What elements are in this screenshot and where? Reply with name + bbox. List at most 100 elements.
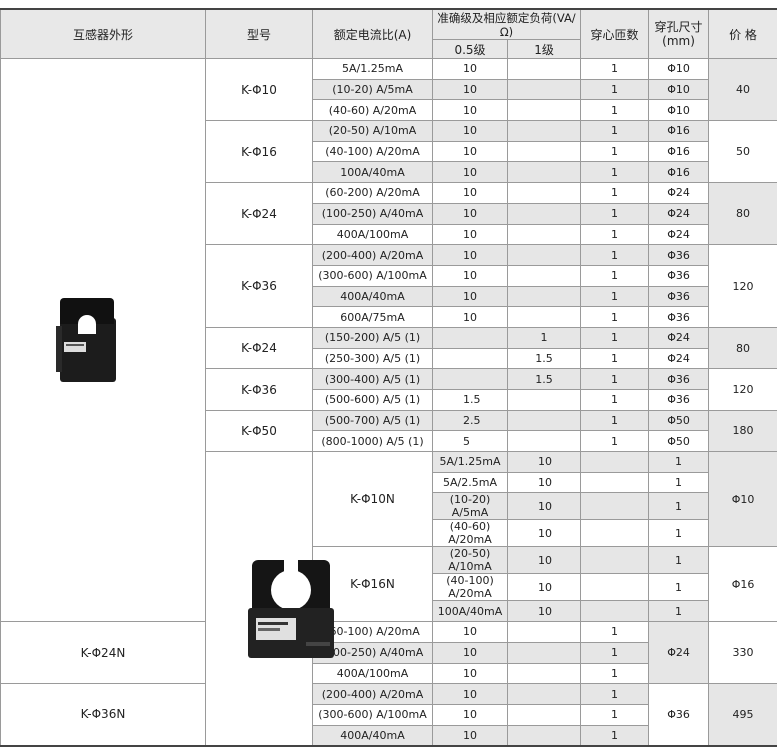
turns-cell: 1: [581, 663, 649, 684]
ratio-cell: (200-400) A/20mA: [313, 245, 433, 266]
class-05-cell: 10: [433, 622, 508, 643]
class-1-cell: 1: [508, 327, 581, 348]
class-1-cell: [508, 265, 581, 286]
turns-cell: 1: [581, 307, 649, 328]
class-1-cell: [508, 622, 581, 643]
ratio-cell: (40-100) A/20mA: [313, 141, 433, 162]
class-1-cell: [508, 224, 581, 245]
turns-cell: 1: [581, 245, 649, 266]
hole-cell: Φ10: [649, 100, 709, 121]
class-1-cell: [508, 431, 581, 452]
split-core-ct-n-image: [246, 556, 336, 664]
class-1-cell: [508, 704, 581, 725]
product-photo-cell-n: [206, 452, 313, 746]
class-1-cell: [508, 725, 581, 746]
hole-cell: Φ24: [649, 622, 709, 684]
header-class-1: 1级: [508, 40, 581, 59]
split-core-ct-image: [56, 296, 118, 384]
header-ratio: 额定电流比(A): [313, 9, 433, 59]
class-1-cell: [508, 307, 581, 328]
ratio-cell: (10-20) A/5mA: [433, 493, 508, 520]
price-cell: 495: [709, 684, 777, 746]
class-05-cell: 10: [433, 141, 508, 162]
class-05-cell: 10: [508, 472, 581, 493]
model-cell: K-Φ36: [206, 369, 313, 410]
hole-cell: Φ50: [649, 410, 709, 431]
class-1-cell: [508, 663, 581, 684]
header-price: 价 格: [709, 9, 777, 59]
turns-cell: 1: [649, 493, 709, 520]
ratio-cell: (300-600) A/100mA: [313, 704, 433, 725]
ratio-cell: (40-60) A/20mA: [433, 520, 508, 547]
class-05-cell: 10: [508, 601, 581, 622]
model-cell: K-Φ24N: [1, 622, 206, 684]
ratio-cell: 5A/2.5mA: [433, 472, 508, 493]
ratio-cell: 400A/40mA: [313, 286, 433, 307]
class-05-cell: 10: [433, 663, 508, 684]
model-cell: K-Φ16: [206, 121, 313, 183]
ratio-cell: (300-600) A/100mA: [313, 265, 433, 286]
hole-cell: Φ10: [649, 79, 709, 100]
turns-cell: 1: [581, 410, 649, 431]
turns-cell: 1: [581, 725, 649, 746]
turns-cell: 1: [649, 547, 709, 574]
class-1-cell: [581, 520, 649, 547]
class-1-cell: [508, 203, 581, 224]
hole-cell: Φ36: [649, 286, 709, 307]
turns-cell: 1: [649, 452, 709, 473]
class-1-cell: [508, 410, 581, 431]
hole-cell: Φ24: [649, 224, 709, 245]
ratio-cell: (20-50) A/10mA: [433, 547, 508, 574]
class-05-cell: 5: [433, 431, 508, 452]
ratio-cell: (10-20) A/5mA: [313, 79, 433, 100]
class-05-cell: 10: [433, 59, 508, 80]
hole-cell: Φ16: [709, 547, 777, 622]
class-05-cell: 2.5: [433, 410, 508, 431]
turns-cell: 1: [581, 622, 649, 643]
class-1-cell: [508, 390, 581, 411]
turns-cell: 1: [581, 224, 649, 245]
ratio-cell: (20-50) A/10mA: [313, 121, 433, 142]
hole-cell: Φ24: [649, 203, 709, 224]
class-05-cell: 10: [433, 100, 508, 121]
hole-cell: Φ24: [649, 327, 709, 348]
hole-cell: Φ36: [649, 390, 709, 411]
class-1-cell: [508, 642, 581, 663]
class-05-cell: 10: [433, 286, 508, 307]
product-photo-cell: [1, 59, 206, 622]
turns-cell: 1: [581, 348, 649, 369]
header-accuracy: 准确级及相应额定负荷(VA/Ω): [433, 9, 581, 40]
price-cell: 40: [709, 59, 777, 121]
class-1-cell: [508, 162, 581, 183]
turns-cell: 1: [581, 141, 649, 162]
class-05-cell: [433, 327, 508, 348]
turns-cell: 1: [581, 704, 649, 725]
class-05-cell: 10: [433, 203, 508, 224]
class-05-cell: 10: [433, 704, 508, 725]
class-1-cell: [581, 452, 649, 473]
turns-cell: 1: [581, 79, 649, 100]
class-1-cell: [581, 472, 649, 493]
hole-cell: Φ24: [649, 348, 709, 369]
turns-cell: 1: [581, 121, 649, 142]
spec-table: 互感器外形 型号 额定电流比(A) 准确级及相应额定负荷(VA/Ω) 穿心匝数 …: [0, 8, 777, 747]
class-1-cell: [508, 59, 581, 80]
hole-cell: Φ36: [649, 684, 709, 746]
ratio-cell: 100A/40mA: [313, 162, 433, 183]
class-05-cell: 10: [433, 162, 508, 183]
turns-cell: 1: [581, 327, 649, 348]
turns-cell: 1: [581, 59, 649, 80]
class-1-cell: [508, 245, 581, 266]
class-05-cell: 10: [433, 642, 508, 663]
ratio-cell: (150-200) A/5 (1): [313, 327, 433, 348]
class-1-cell: [581, 547, 649, 574]
hole-cell: Φ16: [649, 162, 709, 183]
turns-cell: 1: [581, 431, 649, 452]
model-cell: K-Φ36N: [1, 684, 206, 746]
class-1-cell: [581, 601, 649, 622]
header-hole: 穿孔尺寸(mm): [649, 9, 709, 59]
price-cell: 120: [709, 369, 777, 410]
turns-cell: 1: [581, 684, 649, 705]
